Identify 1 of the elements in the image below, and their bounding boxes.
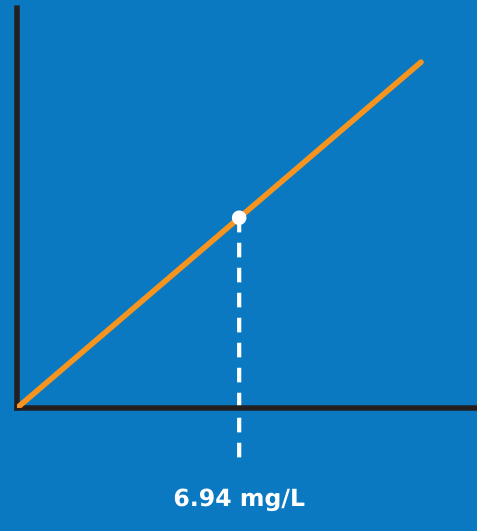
annotation: 6.94 mg/L <box>174 488 304 512</box>
